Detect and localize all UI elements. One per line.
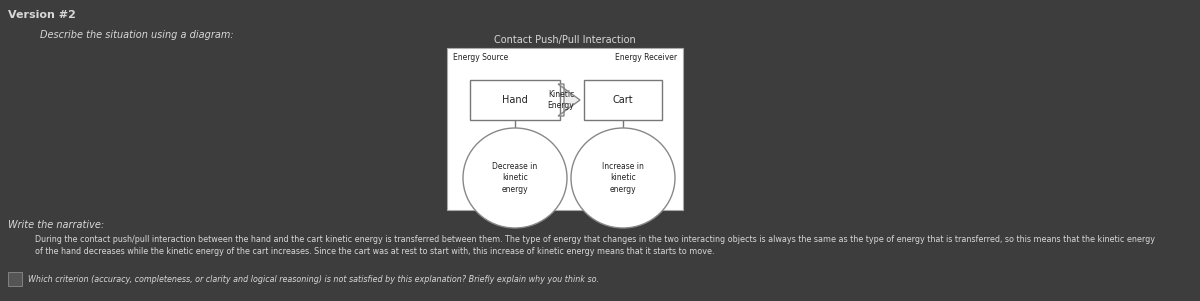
Text: Contact Push/Pull Interaction: Contact Push/Pull Interaction xyxy=(494,35,636,45)
Ellipse shape xyxy=(571,128,674,228)
Polygon shape xyxy=(558,84,580,116)
Text: Version #2: Version #2 xyxy=(8,10,76,20)
Text: Decrease in
kinetic
energy: Decrease in kinetic energy xyxy=(492,162,538,194)
Text: Which criterion (accuracy, completeness, or clarity and logical reasoning) is no: Which criterion (accuracy, completeness,… xyxy=(28,275,599,284)
Text: Cart: Cart xyxy=(613,95,634,105)
Text: Energy Source: Energy Source xyxy=(454,53,509,62)
Text: During the contact push/pull interaction between the hand and the cart kinetic e: During the contact push/pull interaction… xyxy=(35,235,1154,244)
Text: Describe the situation using a diagram:: Describe the situation using a diagram: xyxy=(40,30,234,40)
Text: of the hand decreases while the kinetic energy of the cart increases. Since the : of the hand decreases while the kinetic … xyxy=(35,247,714,256)
Text: Hand: Hand xyxy=(502,95,528,105)
Text: Energy Receiver: Energy Receiver xyxy=(614,53,677,62)
FancyBboxPatch shape xyxy=(446,48,683,210)
FancyBboxPatch shape xyxy=(8,272,22,286)
Text: Kinetic
Energy: Kinetic Energy xyxy=(547,90,575,110)
FancyBboxPatch shape xyxy=(584,80,662,120)
Text: Increase in
kinetic
energy: Increase in kinetic energy xyxy=(602,162,644,194)
FancyBboxPatch shape xyxy=(470,80,560,120)
Ellipse shape xyxy=(463,128,568,228)
Text: Write the narrative:: Write the narrative: xyxy=(8,220,104,230)
